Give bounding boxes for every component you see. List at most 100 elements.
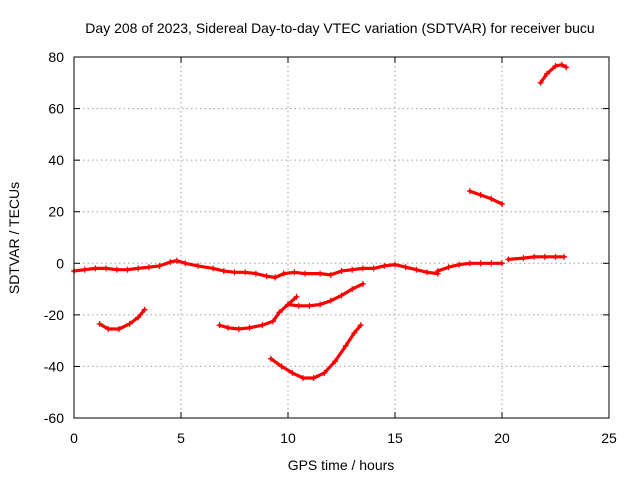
data-point — [332, 358, 339, 365]
y-tick-label: 0 — [56, 255, 64, 271]
data-point — [235, 326, 242, 333]
series-arc-17-20 — [434, 260, 505, 275]
data-point — [541, 253, 548, 260]
data-point — [156, 262, 163, 269]
data-point — [289, 369, 296, 376]
data-point — [291, 269, 298, 276]
y-tick-label: 40 — [48, 152, 64, 168]
data-point — [105, 326, 112, 333]
plot-frame — [73, 56, 610, 419]
data-point — [349, 286, 356, 293]
data-point — [173, 257, 180, 264]
series-arc-20-23 — [505, 253, 568, 263]
data-point — [327, 297, 334, 304]
data-point — [124, 266, 131, 273]
chart-title: Day 208 of 2023, Sidereal Day-to-day VTE… — [85, 20, 594, 36]
data-point — [520, 255, 527, 262]
data-point — [267, 355, 274, 362]
series-arc-22-23 — [537, 61, 570, 86]
data-point — [182, 260, 189, 267]
series-arc-7-10 — [216, 293, 300, 333]
y-axis-label: SDTVAR / TECUs — [6, 182, 22, 294]
data-point — [505, 256, 512, 263]
grid — [74, 57, 609, 418]
data-point — [96, 320, 103, 327]
data-point — [477, 191, 484, 198]
data-point — [81, 266, 88, 273]
data-point — [552, 63, 559, 70]
data-point — [126, 320, 133, 327]
data-point — [167, 258, 174, 265]
data-point — [293, 293, 300, 300]
data-point — [278, 363, 285, 370]
data-point — [537, 79, 544, 86]
x-axis-label: GPS time / hours — [288, 457, 395, 473]
data-point — [563, 64, 570, 71]
data-point — [392, 261, 398, 268]
data-point — [231, 269, 238, 276]
data-point — [141, 306, 148, 313]
series-line — [269, 323, 363, 380]
series-arc-9-13 — [267, 322, 364, 382]
data-point — [135, 265, 142, 272]
series-arc-18-20 — [466, 188, 505, 207]
data-point — [302, 270, 309, 277]
y-tick-label: -60 — [44, 410, 64, 426]
series-line — [217, 295, 299, 331]
data-point — [276, 309, 283, 316]
data-point — [270, 318, 277, 325]
data-point — [327, 271, 334, 278]
data-point — [135, 314, 142, 321]
data-point — [310, 375, 317, 382]
data-point — [225, 324, 232, 331]
data-point — [561, 253, 568, 260]
data-point — [359, 265, 366, 272]
series-line — [98, 308, 147, 331]
data-point — [321, 369, 328, 376]
y-tick-label: -20 — [44, 307, 64, 323]
data-point — [272, 274, 279, 281]
data-point — [445, 264, 452, 271]
data-point — [456, 261, 463, 268]
data-point — [317, 270, 324, 277]
data-point — [280, 270, 287, 277]
data-point — [357, 322, 364, 329]
data-point — [558, 61, 565, 68]
data-point — [434, 268, 441, 275]
data-point — [306, 302, 313, 309]
x-tick-label: 10 — [280, 430, 296, 446]
x-tick-label: 5 — [177, 430, 185, 446]
data-point — [413, 266, 420, 273]
data-point — [216, 322, 223, 329]
series-arc-baseline — [71, 257, 441, 281]
data-point — [92, 265, 99, 272]
data-point — [145, 264, 152, 271]
data-point — [488, 260, 495, 267]
data-point — [351, 329, 358, 336]
data-point — [359, 280, 366, 287]
data-point — [295, 302, 302, 309]
data-series — [71, 61, 570, 382]
data-point — [263, 273, 270, 280]
data-point — [252, 270, 259, 277]
data-point — [424, 269, 431, 276]
data-point — [285, 301, 291, 308]
data-point — [246, 324, 253, 331]
data-point — [499, 200, 505, 207]
data-point — [115, 326, 122, 333]
data-point — [342, 342, 349, 349]
x-tick-label: 15 — [387, 430, 403, 446]
data-point — [210, 265, 217, 272]
data-point — [220, 268, 227, 275]
series-arc-1-3 — [96, 306, 148, 333]
data-point — [113, 266, 120, 273]
series-arc-10-13 — [285, 280, 366, 309]
y-tick-label: 60 — [48, 101, 64, 117]
data-point — [552, 253, 559, 260]
data-point — [466, 260, 473, 267]
data-point — [317, 301, 324, 308]
data-point — [242, 269, 249, 276]
x-tick-label: 20 — [494, 430, 510, 446]
y-tick-label: 80 — [48, 49, 64, 65]
